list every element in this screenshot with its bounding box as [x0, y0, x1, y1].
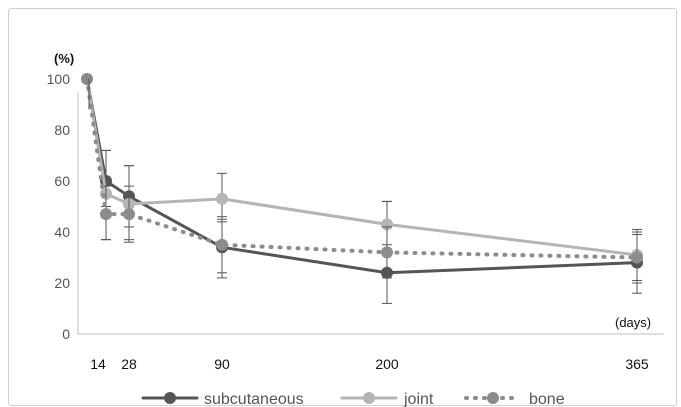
- legend-label: joint: [403, 391, 434, 407]
- series-line: [85, 77, 639, 260]
- y-tick-label: 100: [47, 71, 71, 87]
- data-point: [216, 238, 228, 251]
- x-unit-label: (days): [615, 315, 651, 330]
- start-point: [81, 73, 93, 85]
- series-joint: [85, 77, 643, 281]
- plot-area: [81, 73, 643, 304]
- legend: subcutaneous joint bone: [141, 391, 565, 407]
- data-point: [123, 208, 135, 221]
- legend-item-bone: bone: [464, 391, 565, 407]
- chart-frame: [8, 8, 677, 406]
- y-tick-label: 80: [54, 122, 70, 138]
- y-tick-label: 20: [54, 275, 70, 291]
- x-tick-label: 28: [121, 356, 137, 372]
- x-tick-label: 365: [625, 356, 649, 372]
- series-bone: [85, 77, 643, 284]
- legend-label: subcutaneous: [204, 391, 304, 407]
- series-line: [85, 77, 639, 275]
- y-tick-label: 0: [62, 326, 70, 342]
- legend-item-subcutaneous: subcutaneous: [141, 391, 304, 407]
- data-point: [631, 251, 643, 264]
- data-point: [381, 246, 393, 259]
- x-tick-label: 14: [90, 356, 106, 372]
- data-point: [100, 208, 112, 221]
- legend-swatch-marker: [164, 392, 176, 404]
- data-point: [216, 192, 228, 205]
- axes: 0 20 40 60 80 100 14 28 90 200 365: [47, 71, 664, 372]
- x-tick-label: 90: [214, 356, 230, 372]
- y-unit-label: (%): [54, 51, 74, 66]
- legend-label: bone: [529, 391, 565, 407]
- x-tick-label: 200: [375, 356, 399, 372]
- series-line: [85, 77, 639, 257]
- y-tick-label: 60: [54, 173, 70, 189]
- series-subcutaneous: [85, 77, 643, 304]
- legend-swatch-marker: [363, 392, 375, 404]
- y-tick-label: 40: [54, 224, 70, 240]
- legend-swatch-marker: [487, 392, 499, 404]
- legend-item-joint: joint: [340, 391, 434, 407]
